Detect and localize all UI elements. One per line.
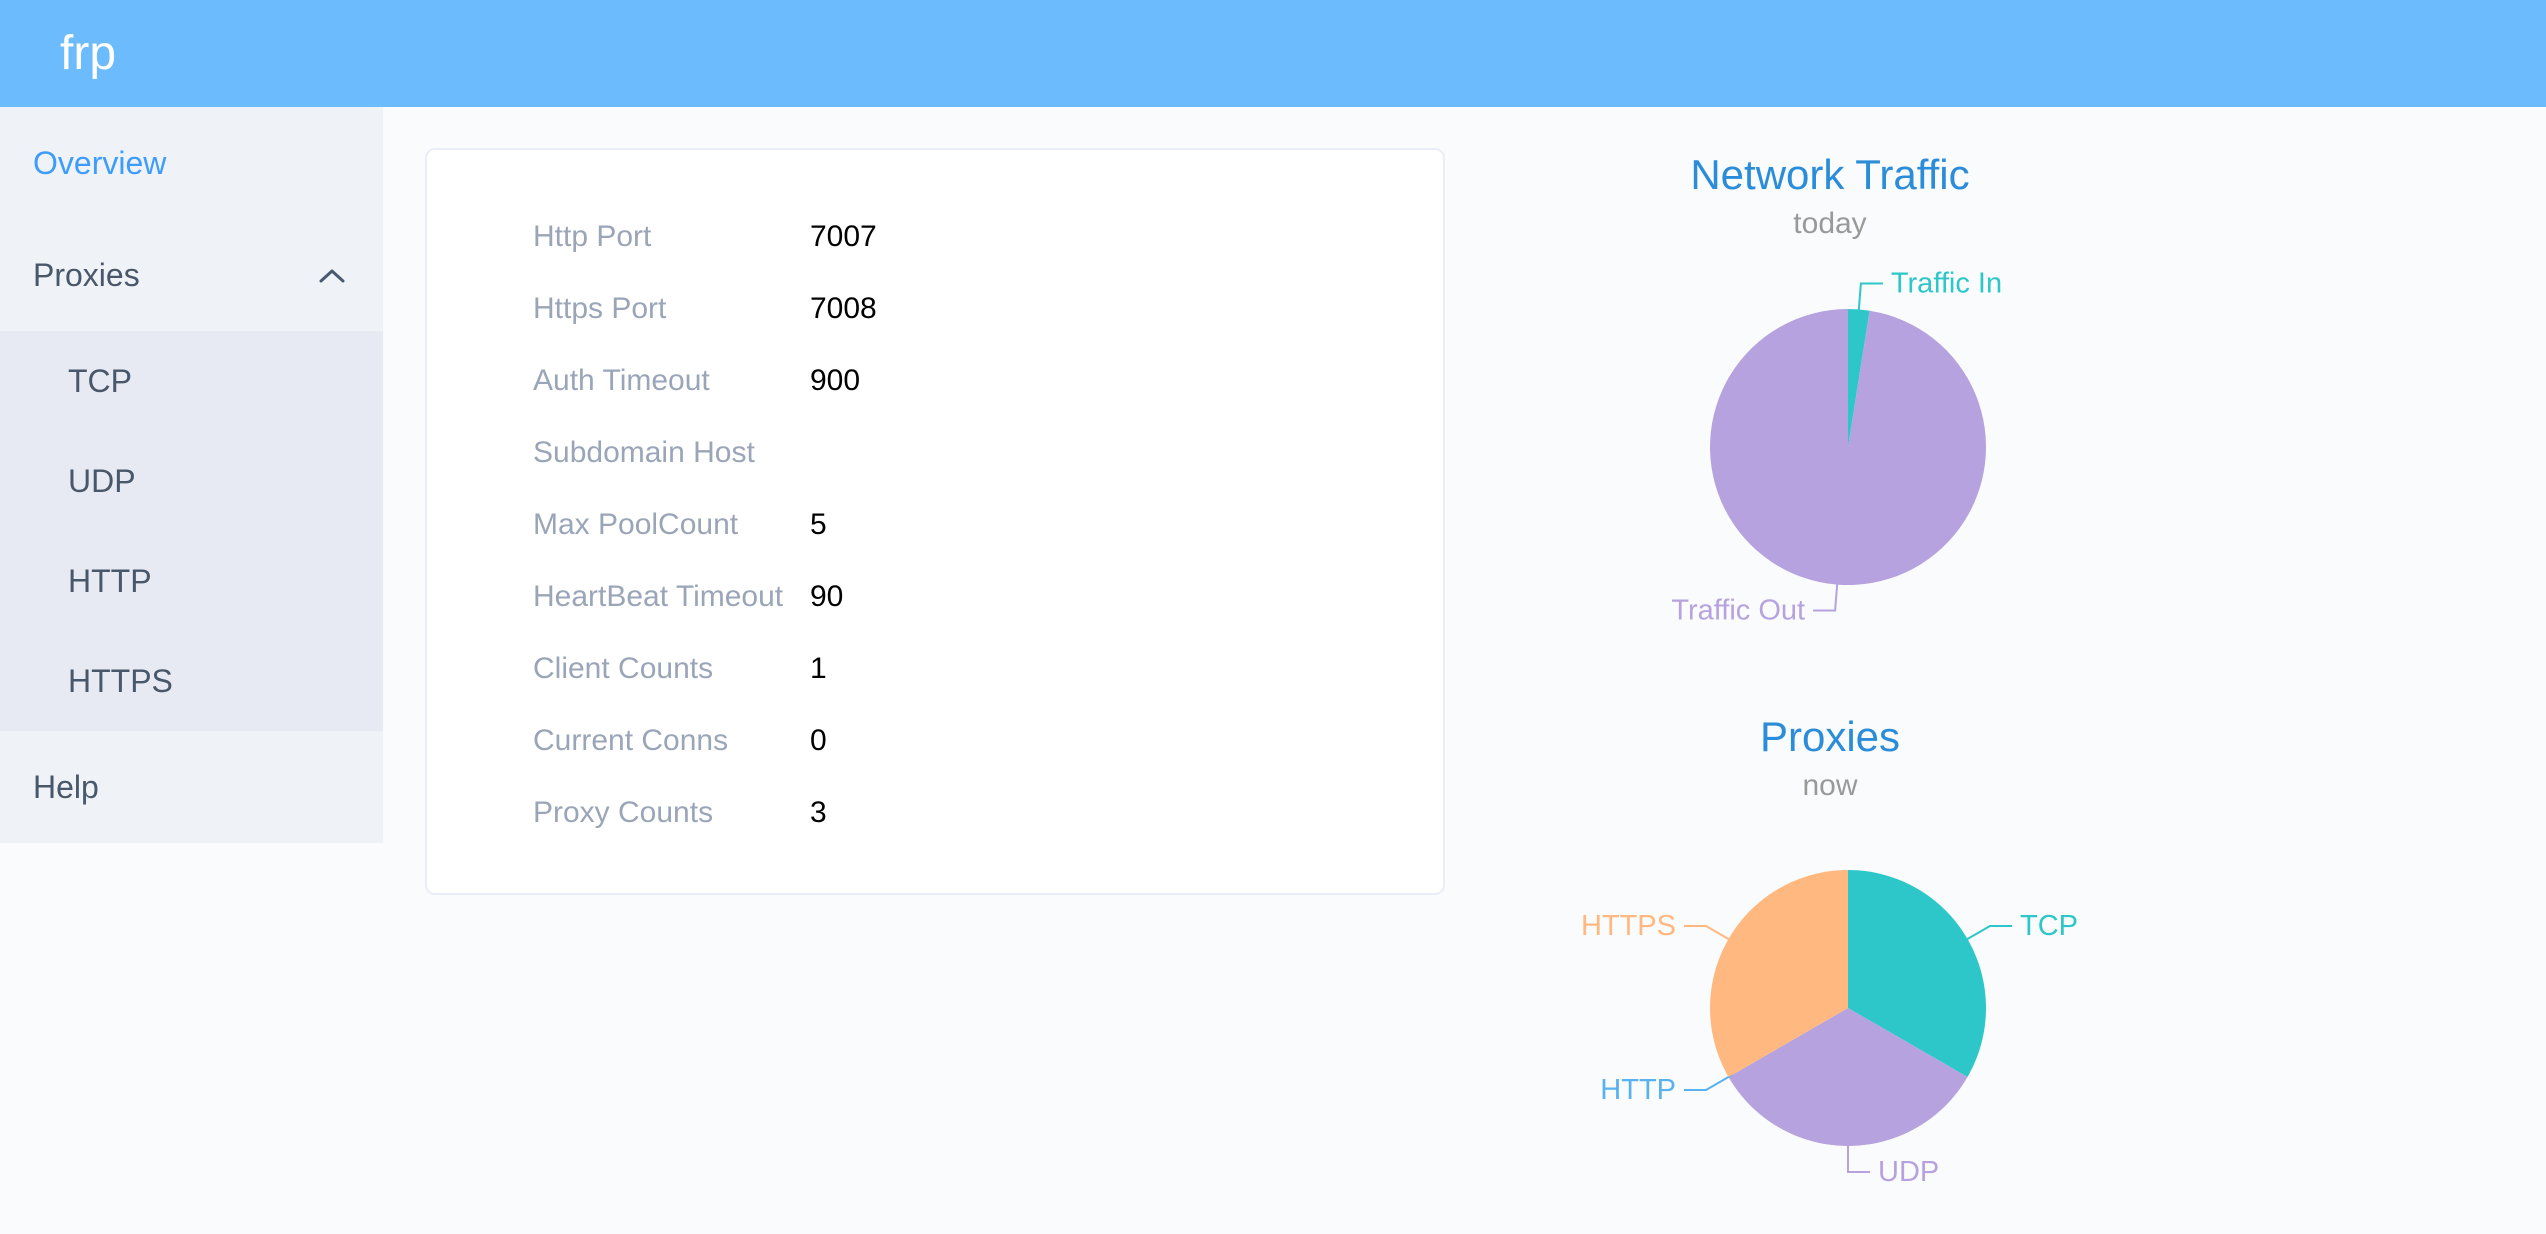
info-label: Http Port — [533, 220, 652, 253]
info-row-auth-timeout: Auth Timeout 900 — [427, 345, 1443, 417]
info-label: Https Port — [533, 292, 667, 325]
info-value: 7008 — [810, 292, 877, 325]
info-label: Subdomain Host — [533, 436, 755, 469]
sidebar-subitem-tcp[interactable]: TCP — [0, 331, 383, 431]
pie-label-line-udp — [1847, 1142, 1870, 1173]
info-row-heartbeat-timeout: HeartBeat Timeout 90 — [427, 561, 1443, 633]
sidebar-item-overview[interactable]: Overview — [0, 107, 383, 219]
pie-label-traffic-in: Traffic In — [1891, 268, 2002, 300]
info-row-current-conns: Current Conns 0 — [427, 705, 1443, 777]
pie-slice-traffic-in — [1848, 309, 1870, 447]
sidebar-submenu-proxies: TCP UDP HTTP HTTPS — [0, 331, 383, 731]
info-label: Proxy Counts — [533, 796, 714, 829]
sidebar-item-label: Overview — [33, 145, 167, 181]
info-row-https-port: Https Port 7008 — [427, 273, 1443, 345]
sidebar-subitem-label: UDP — [68, 463, 136, 499]
pie-label-udp: UDP — [1878, 1156, 1939, 1188]
pie-label-tcp: TCP — [2020, 910, 2078, 942]
sidebar-item-help[interactable]: Help — [0, 731, 383, 843]
pie-label-traffic-out: Traffic Out — [1671, 595, 1805, 627]
info-label: Client Counts — [533, 652, 714, 685]
sidebar-subitem-http[interactable]: HTTP — [0, 531, 383, 631]
frp-logo: frp — [60, 27, 117, 80]
info-row-max-poolcount: Max PoolCount 5 — [427, 489, 1443, 561]
info-row-subdomain-host: Subdomain Host — [427, 417, 1443, 489]
pie-label-https: HTTPS — [1581, 910, 1676, 942]
info-value: 1 — [810, 652, 827, 685]
info-value: 900 — [810, 364, 861, 397]
pie-label-line-https — [1684, 925, 1733, 942]
info-row-client-counts: Client Counts 1 — [427, 633, 1443, 705]
sidebar-subitem-label: HTTP — [68, 563, 152, 599]
info-row-proxy-counts: Proxy Counts 3 — [427, 777, 1443, 849]
sidebar-subitem-udp[interactable]: UDP — [0, 431, 383, 531]
info-label: HeartBeat Timeout — [533, 580, 784, 613]
sidebar-subitem-label: TCP — [68, 363, 132, 399]
pie-label-line-traffic-in — [1857, 282, 1883, 314]
sidebar: Overview Proxies TCP UDP HTTP HTTPS Help — [0, 107, 383, 843]
pie-slice-traffic-out — [1710, 309, 1987, 585]
chevron-up-icon — [319, 269, 345, 283]
pie-slice-tcp — [1848, 870, 1986, 1077]
info-value: 3 — [810, 796, 827, 829]
network-traffic-pie-chart: Traffic In Traffic Out — [1671, 268, 2002, 627]
header: frp — [0, 0, 2546, 107]
pie-label-line-tcp — [1963, 925, 2012, 942]
pie-slice-udp — [1728, 1008, 1968, 1146]
info-row-http-port: Http Port 7007 — [427, 201, 1443, 273]
pie-label-line-http — [1684, 1074, 1733, 1091]
proxies-chart-title: Proxies — [1759, 713, 1901, 760]
info-label: Auth Timeout — [533, 364, 710, 397]
info-value: 90 — [810, 580, 844, 613]
sidebar-subitem-label: HTTPS — [68, 663, 173, 699]
pie-label-line-traffic-out — [1813, 580, 1839, 612]
network-traffic-chart-title: Network Traffic — [1690, 151, 1970, 198]
sidebar-subitem-https[interactable]: HTTPS — [0, 631, 383, 731]
pie-slice-https — [1710, 870, 1848, 1077]
network-traffic-chart-subtitle: today — [1793, 207, 1867, 240]
sidebar-item-label: Proxies — [33, 257, 140, 293]
info-label: Current Conns — [533, 724, 729, 757]
info-value: 7007 — [810, 220, 877, 253]
proxies-pie-chart: TCP UDP HTTP HTTPS — [1581, 870, 2078, 1188]
info-value: 5 — [810, 508, 827, 541]
sidebar-item-proxies[interactable]: Proxies — [0, 219, 383, 331]
sidebar-item-label: Help — [33, 769, 99, 805]
pie-label-http: HTTP — [1600, 1074, 1676, 1106]
info-label: Max PoolCount — [533, 508, 739, 541]
proxies-chart-subtitle: now — [1802, 769, 1858, 802]
info-value: 0 — [810, 724, 827, 757]
server-info-card: Http Port 7007 Https Port 7008 Auth Time… — [425, 148, 1445, 895]
